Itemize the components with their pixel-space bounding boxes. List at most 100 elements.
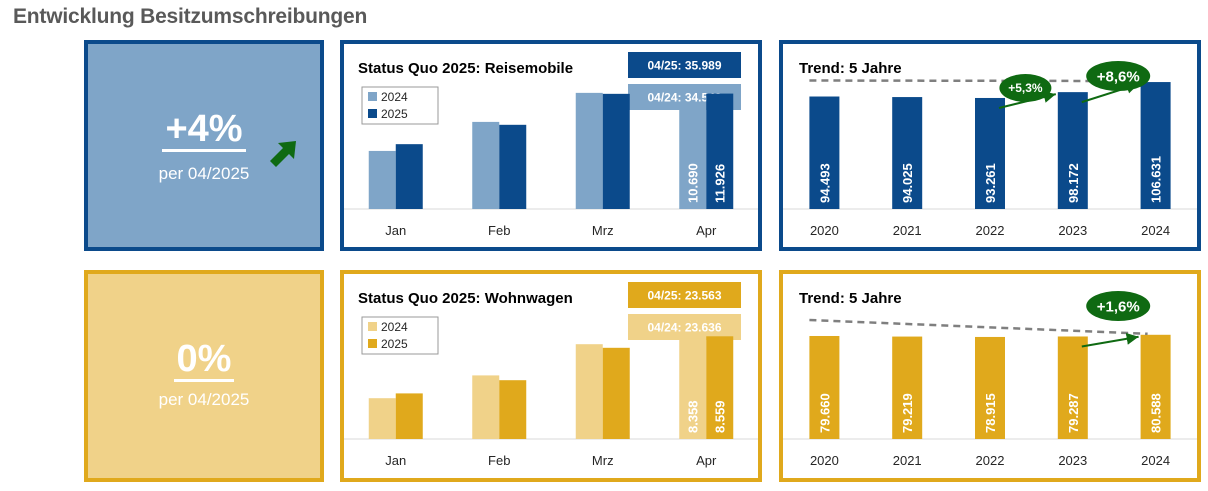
data-label-2024: 80.588 [1149,393,1164,433]
x-tick-label: 2023 [1058,453,1087,468]
legend-label-2024: 2024 [381,90,408,104]
data-label-2021: 79.219 [900,393,915,433]
data-label-2020: 94.493 [817,163,832,203]
bar-2025-Apr [706,336,734,439]
arrow-up-right-icon [270,141,296,167]
x-tick-label: 2022 [976,223,1005,238]
x-tick-label: Apr [696,223,717,238]
summary-box-2025-label: 04/25: 23.563 [647,289,721,303]
bar-2025-Mrz [602,347,630,439]
chart-title: Trend: 5 Jahre [799,60,902,77]
data-label-2024-Apr: 8.358 [685,400,700,433]
bar-2024-Apr [679,105,707,209]
summary-box-2025 [628,282,741,308]
summary-box-2025-label: 04/25: 35.989 [647,59,721,73]
x-tick-label: 2020 [810,223,839,238]
chart-title: Trend: 5 Jahre [799,290,902,307]
growth-bubble [999,74,1052,102]
bar-2020 [809,335,840,439]
data-label-2024-Apr: 10.690 [685,163,700,203]
x-tick-label: 2021 [893,453,922,468]
bar-2023 [1057,92,1088,209]
data-label-2022: 78.915 [983,393,998,433]
summary-box-2024-label: 04/24: 34.549 [647,91,721,105]
bar-2021 [892,97,923,209]
x-tick-label: Mrz [592,223,614,238]
x-tick-label: 2022 [976,453,1005,468]
x-tick-label: Feb [488,223,510,238]
chart-title: Status Quo 2025: Reisemobile [358,60,573,77]
data-label-2022: 93.261 [983,163,998,203]
growth-bubble [1086,61,1151,91]
bar-2024 [1140,82,1171,209]
kpi-subtitle: per 04/2025 [158,164,250,183]
data-label-2023: 79.287 [1066,393,1081,433]
bar-2025-Feb [499,380,527,439]
kpi-tile-reisemobile: +4% per 04/2025 [84,40,324,251]
kpi-tile-wohnwagen: 0% per 04/2025 [84,270,324,482]
growth-label: +5,3% [1008,81,1043,95]
chart-panel-wohnwagen-trend: Trend: 5 Jahre 79.660 2020 79.219 2021 78.915… [779,270,1201,482]
growth-label: +8,6% [1097,69,1140,86]
bar-2020 [809,96,840,209]
chart-svg: Trend: 5 Jahre 79.660 2020 79.219 2021 78.915… [783,290,1197,468]
x-tick-label: Jan [385,223,406,238]
legend-swatch-2025 [368,339,377,348]
growth-bubble [1086,291,1151,321]
bar-2024-Mrz [575,344,603,439]
kpi-value: +4% [88,108,320,152]
bar-2024-Jan [368,150,396,209]
chart-svg: Status Quo 2025: Wohnwagen 04/25: 23.563 0… [344,282,758,468]
legend-label-2025: 2025 [381,337,408,351]
chart-panel-reisemobile-status: Status Quo 2025: Reisemobile 04/25: 35.98… [340,40,762,251]
bar-2024 [1140,334,1171,439]
kpi-value: 0% [88,338,320,382]
legend-swatch-2024 [368,92,377,101]
chart-svg: Trend: 5 Jahre 94.493 2020 94.025 2021 93.261… [783,60,1197,238]
x-tick-label: 2023 [1058,223,1087,238]
x-tick-label: Jan [385,453,406,468]
x-tick-label: 2024 [1141,453,1170,468]
bar-2024-Apr [679,338,707,439]
bar-2025-Feb [499,124,527,209]
chart-panel-wohnwagen-status: Status Quo 2025: Wohnwagen 04/25: 23.563 0… [340,270,762,482]
summary-box-2025 [628,52,741,78]
x-tick-label: 2021 [893,223,922,238]
data-label-2024: 106.631 [1149,156,1164,203]
bar-2024-Mrz [575,92,603,209]
legend-label-2024: 2024 [381,320,408,334]
bar-2025-Jan [395,144,423,209]
data-label-2025-Apr: 11.926 [712,164,727,203]
bar-2024-Jan [368,398,396,439]
x-tick-label: Mrz [592,453,614,468]
bar-2025-Jan [395,393,423,439]
data-label-2020: 79.660 [817,393,832,433]
bar-2024-Feb [472,121,500,209]
bar-2022 [975,97,1005,209]
legend-swatch-2025 [368,109,377,118]
data-label-2021: 94.025 [900,163,915,203]
page-title: Entwicklung Besitzumschreibungen [13,5,368,28]
x-tick-label: Feb [488,453,510,468]
trend-line [809,318,1148,336]
bar-2022 [975,336,1005,439]
x-tick-label: 2024 [1141,223,1170,238]
chart-svg: Status Quo 2025: Reisemobile 04/25: 35.98… [344,52,758,238]
x-tick-label: 2020 [810,453,839,468]
growth-arrow [1081,332,1139,348]
bar-2023 [1057,336,1088,439]
legend-label-2025: 2025 [381,107,408,121]
data-label-2025-Apr: 8.559 [712,400,727,433]
bar-2021 [892,336,923,439]
bar-2025-Mrz [602,93,630,209]
bar-2025-Apr [706,93,734,209]
growth-label: +1,6% [1097,299,1140,316]
data-label-2023: 98.172 [1066,163,1081,203]
summary-box-2024-label: 04/24: 23.636 [647,321,721,335]
legend-swatch-2024 [368,322,377,331]
kpi-subtitle: per 04/2025 [158,390,250,409]
summary-box-2024 [628,314,741,340]
bar-2024-Feb [472,375,500,439]
chart-panel-reisemobile-trend: Trend: 5 Jahre 94.493 2020 94.025 2021 93.261… [779,40,1201,251]
chart-title: Status Quo 2025: Wohnwagen [358,290,573,307]
